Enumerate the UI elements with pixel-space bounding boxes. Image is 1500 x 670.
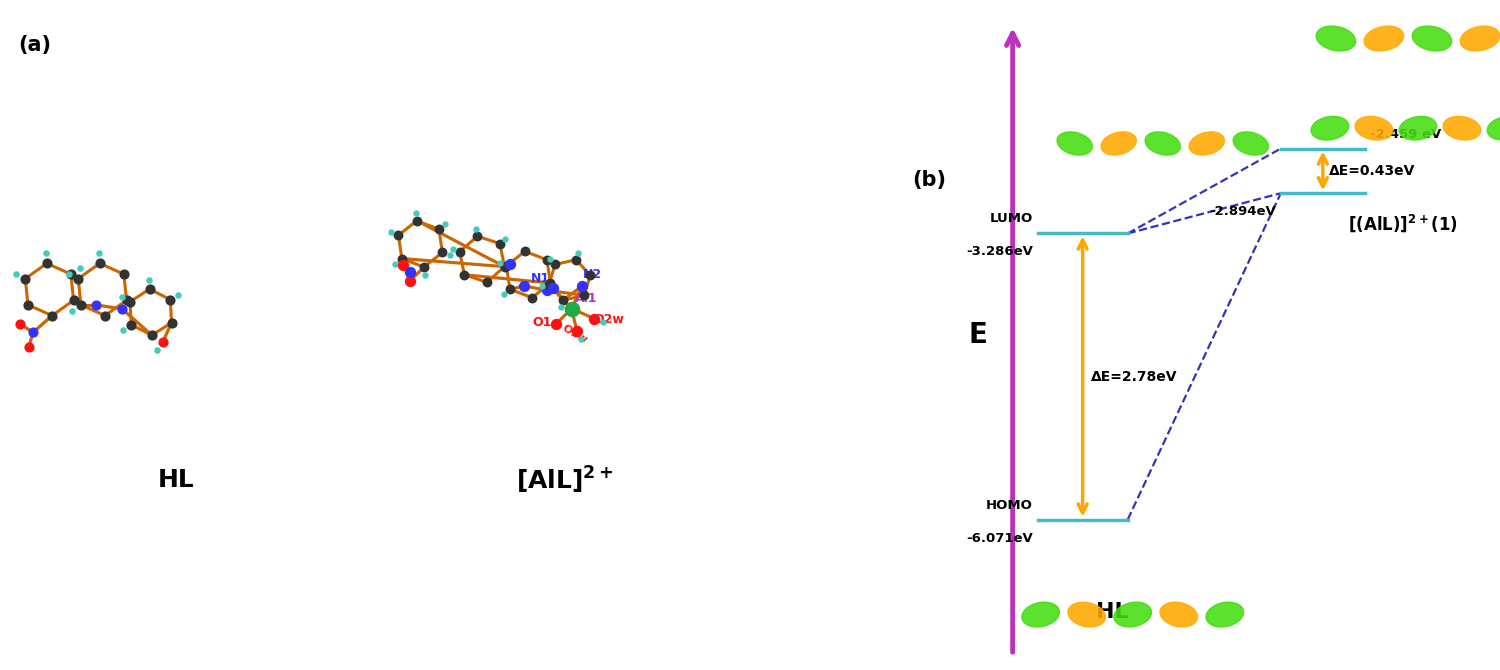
Ellipse shape	[1114, 602, 1152, 627]
Ellipse shape	[1311, 117, 1348, 140]
Ellipse shape	[1412, 26, 1452, 51]
Ellipse shape	[1190, 132, 1224, 155]
Text: Al1: Al1	[574, 292, 597, 306]
Text: $\mathbf{[AlL]^{2+}}$: $\mathbf{[AlL]^{2+}}$	[516, 464, 614, 496]
Text: N1: N1	[531, 272, 550, 285]
Ellipse shape	[1058, 132, 1092, 155]
Text: E: E	[968, 321, 987, 349]
Text: -2.459 eV: -2.459 eV	[1370, 127, 1442, 141]
Text: O1: O1	[532, 316, 552, 329]
Ellipse shape	[1022, 602, 1059, 627]
Text: -3.286eV: -3.286eV	[966, 245, 1032, 259]
Ellipse shape	[1233, 132, 1269, 155]
Ellipse shape	[1144, 132, 1180, 155]
Text: HOMO: HOMO	[986, 498, 1032, 512]
Text: -2.894eV: -2.894eV	[1209, 205, 1276, 218]
Text: ΔE=2.78eV: ΔE=2.78eV	[1090, 370, 1178, 383]
Ellipse shape	[1443, 117, 1480, 140]
Ellipse shape	[1068, 602, 1106, 627]
Text: -6.071eV: -6.071eV	[966, 531, 1032, 545]
Ellipse shape	[1486, 117, 1500, 140]
Text: N2: N2	[582, 268, 602, 281]
Text: (b): (b)	[912, 170, 946, 190]
Text: HL: HL	[1096, 602, 1130, 622]
Ellipse shape	[1101, 132, 1137, 155]
Text: O2w: O2w	[592, 313, 624, 326]
Text: (a): (a)	[18, 35, 51, 55]
Ellipse shape	[1316, 26, 1356, 51]
Text: ΔE=0.43eV: ΔE=0.43eV	[1329, 164, 1414, 178]
Text: HL: HL	[158, 468, 195, 492]
Ellipse shape	[1400, 117, 1437, 140]
Ellipse shape	[1206, 602, 1243, 627]
Ellipse shape	[1354, 117, 1392, 140]
Text: O1w: O1w	[561, 323, 590, 345]
Text: $\mathbf{[(AlL)]^{2+}(1)}$: $\mathbf{[(AlL)]^{2+}(1)}$	[1348, 212, 1458, 234]
Ellipse shape	[1364, 26, 1404, 51]
Ellipse shape	[1160, 602, 1197, 627]
Ellipse shape	[1460, 26, 1500, 51]
Text: LUMO: LUMO	[990, 212, 1032, 226]
